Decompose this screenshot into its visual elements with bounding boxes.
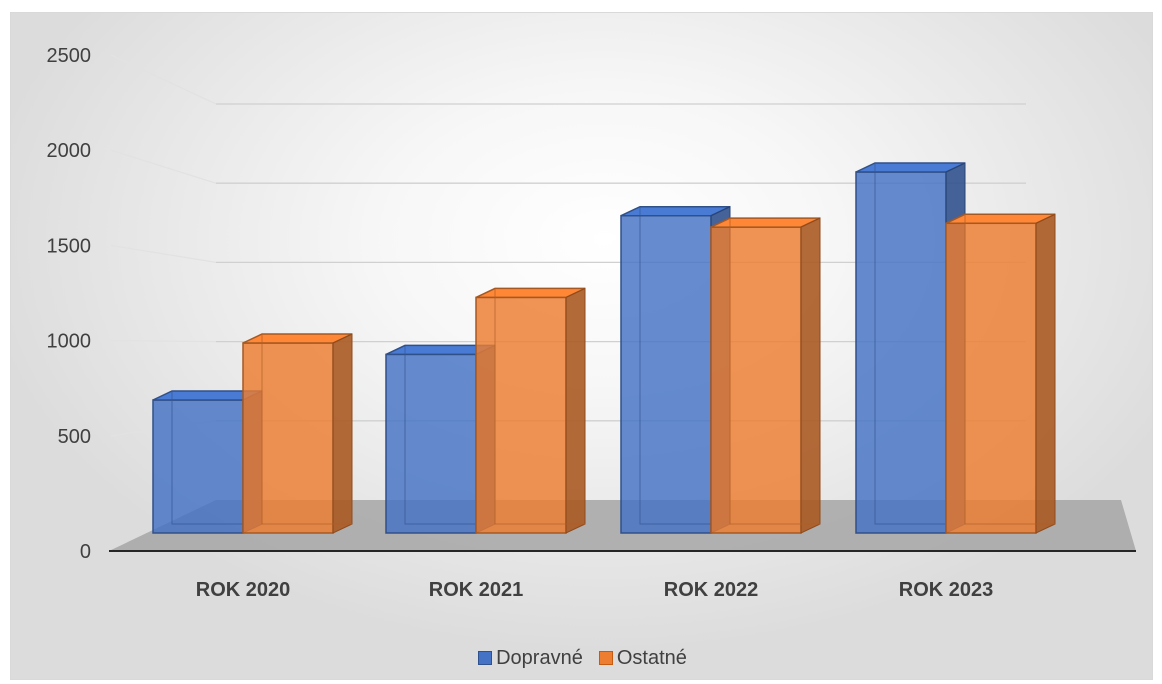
y-tick-label: 1000: [47, 331, 92, 353]
bar-0-1-edge: [404, 345, 495, 525]
bar-chart: 0 500 1000 1500 2000 2500 ROK 2020 ROK 2021 ROK …: [47, 45, 1136, 601]
bar-1-1-side: [565, 287, 586, 534]
legend-swatch-ostatne: [598, 651, 613, 665]
y-tick-label: 0: [80, 541, 91, 563]
bar-1-1-front: [475, 296, 567, 534]
bar-1-3-side: [1035, 213, 1056, 534]
legend-label-ostatne: Ostatné: [616, 646, 687, 669]
gridline-side: [110, 149, 217, 184]
x-tick-label: ROK 2023: [899, 579, 994, 601]
bar-1-0-front: [242, 342, 334, 534]
bar-0-1-front: [385, 353, 477, 534]
legend-item-dopravne: Dopravné: [478, 647, 583, 670]
gridline-side: [110, 339, 217, 343]
bar-1-2-edge: [729, 218, 820, 525]
x-tick-label: ROK 2021: [429, 579, 524, 601]
gridline-side: [110, 244, 217, 264]
bar-1-2-side: [800, 217, 821, 534]
legend-swatch-dopravne: [478, 651, 493, 665]
y-tick-label: 500: [58, 426, 91, 448]
legend: Dopravné Ostatné: [11, 644, 1152, 672]
bar-1-3-edge: [964, 214, 1055, 525]
bar-0-2-front: [620, 214, 712, 534]
bar-1-3-front: [945, 222, 1037, 534]
bar-1-2-front: [710, 226, 802, 534]
legend-item-ostatne: Ostatné: [598, 646, 687, 670]
bar-0-2-edge: [639, 206, 730, 525]
y-tick-label: 2000: [47, 140, 92, 162]
chart-area: 0 500 1000 1500 2000 2500 ROK 2020 ROK 2021 ROK …: [10, 12, 1153, 680]
bar-0-3-front: [855, 171, 947, 534]
gridline-side: [110, 54, 217, 105]
bar-1-0-side: [332, 333, 353, 534]
bar-1-1-edge: [494, 288, 585, 525]
y-tick-label: 1500: [47, 235, 92, 257]
x-tick-label: ROK 2022: [664, 579, 759, 601]
y-tick-label: 2500: [47, 45, 92, 67]
legend-label-dopravne: Dopravné: [496, 646, 583, 669]
bar-1-0-edge: [261, 334, 352, 525]
bar-0-3-edge: [874, 163, 965, 525]
x-tick-label: ROK 2020: [196, 579, 291, 601]
bar-0-0-edge: [171, 391, 262, 525]
bar-0-0-front: [152, 399, 244, 534]
